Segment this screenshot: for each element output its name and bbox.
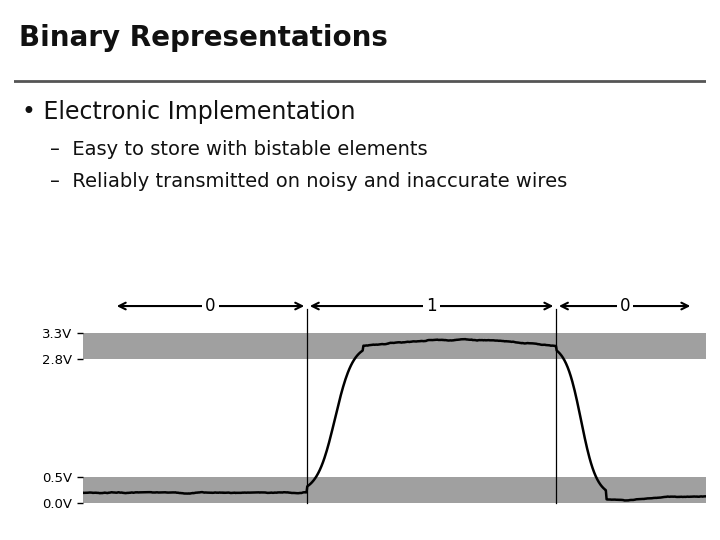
Text: –  Easy to store with bistable elements: – Easy to store with bistable elements — [50, 140, 428, 159]
Bar — [83, 333, 706, 359]
Text: –  Reliably transmitted on noisy and inaccurate wires: – Reliably transmitted on noisy and inac… — [50, 172, 567, 191]
Text: Binary Representations: Binary Representations — [19, 24, 388, 52]
Bar — [83, 477, 706, 503]
Text: • Electronic Implementation: • Electronic Implementation — [22, 100, 355, 124]
Text: 1: 1 — [426, 297, 437, 315]
Text: 0: 0 — [205, 297, 216, 315]
Text: 0: 0 — [619, 297, 630, 315]
